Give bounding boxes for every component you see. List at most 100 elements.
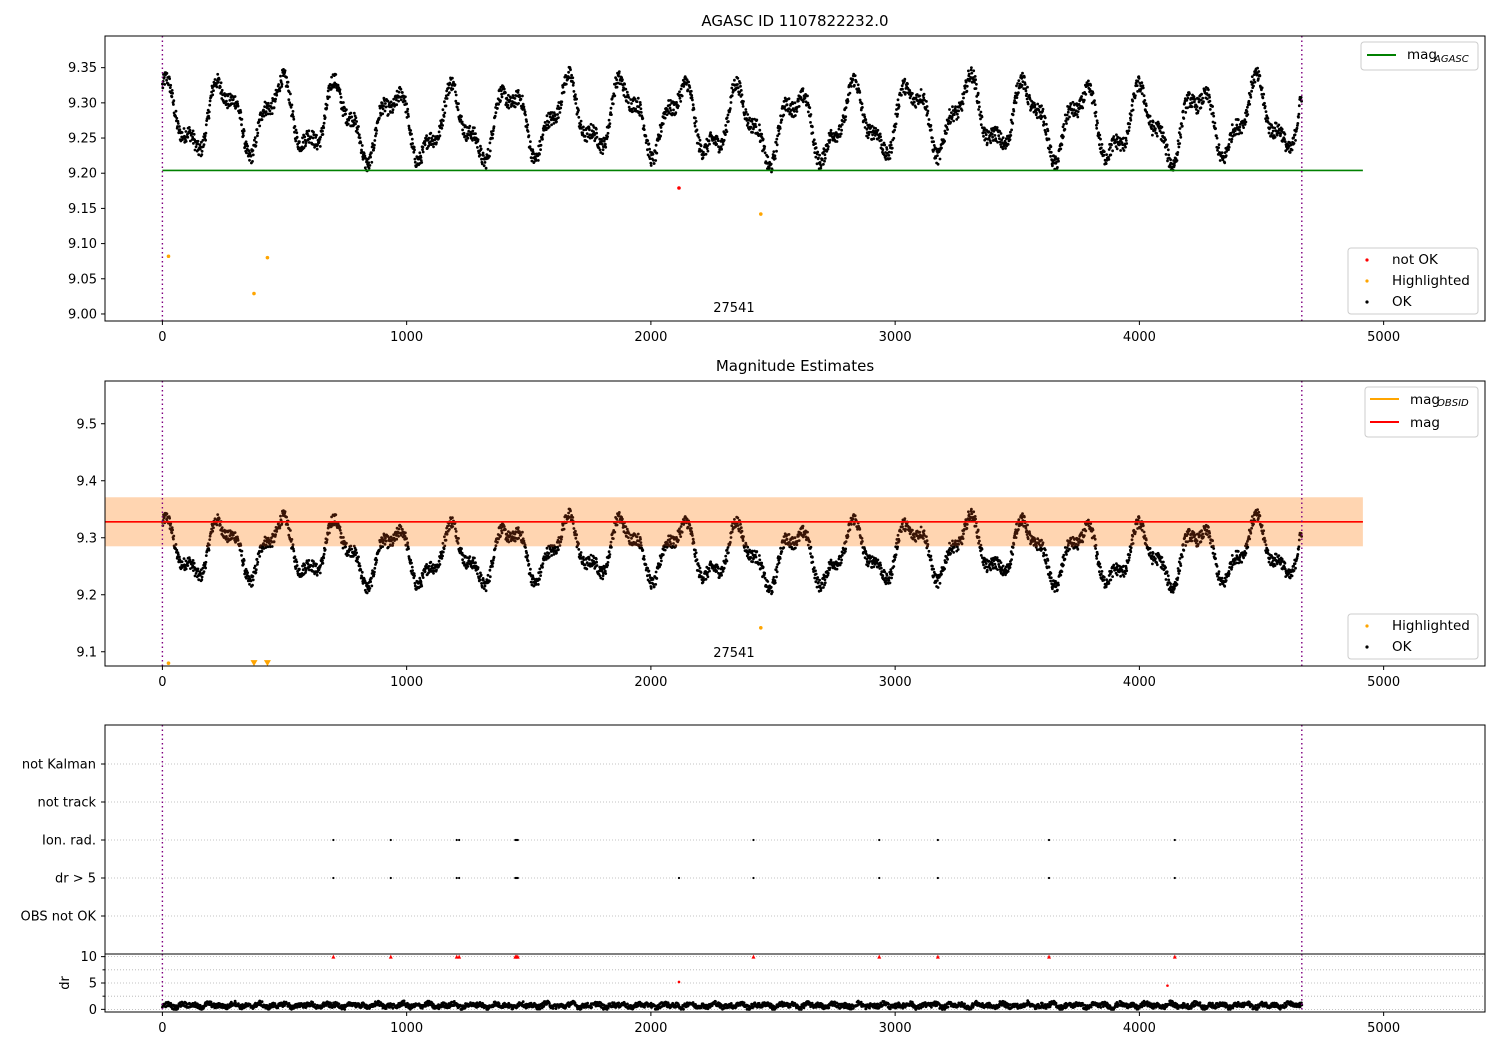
ok-point: [608, 556, 611, 559]
ok-point: [678, 90, 681, 93]
ok-point: [577, 116, 580, 119]
ok-point: [797, 100, 800, 103]
ok-point: [355, 549, 358, 552]
ok-point: [1066, 114, 1069, 117]
ok-point: [880, 567, 883, 570]
ok-point: [1098, 143, 1101, 146]
ok-point: [488, 580, 491, 583]
ok-point: [766, 155, 769, 158]
ok-point: [540, 571, 543, 574]
ok-point: [292, 110, 295, 113]
ok-point: [468, 125, 471, 128]
ok-point: [650, 587, 653, 590]
ok-point: [451, 88, 454, 91]
ok-point: [680, 525, 683, 528]
ok-point: [1296, 127, 1299, 130]
ok-point: [1050, 151, 1053, 154]
ok-point: [813, 566, 816, 569]
ok-point: [913, 101, 916, 104]
ok-point: [1128, 126, 1131, 129]
ok-point: [1277, 124, 1280, 127]
ok-point: [898, 105, 901, 108]
ok-point: [319, 572, 322, 575]
ok-point: [425, 134, 428, 137]
ok-point: [1284, 133, 1287, 136]
ok-point: [253, 139, 256, 142]
ok-point: [278, 90, 281, 93]
ok-point: [643, 558, 646, 561]
ok-point: [203, 143, 206, 146]
ok-point: [474, 561, 477, 564]
ok-point: [693, 108, 696, 111]
ok-point: [410, 133, 413, 136]
ok-point: [521, 531, 524, 534]
ok-point: [308, 559, 311, 562]
ok-point: [742, 535, 745, 538]
ok-point: [1190, 105, 1193, 108]
ok-point: [1057, 157, 1060, 160]
ok-point: [204, 567, 207, 570]
ok-point: [762, 566, 765, 569]
ok-point: [496, 541, 499, 544]
ok-point: [1281, 128, 1284, 131]
ok-point: [404, 531, 407, 534]
ok-point: [507, 104, 510, 107]
ok-point: [841, 554, 844, 557]
ok-point: [897, 98, 900, 101]
ok-point: [1228, 143, 1231, 146]
ok-point: [524, 114, 527, 117]
ok-point: [322, 126, 325, 129]
ok-point: [1145, 104, 1148, 107]
ok-point: [1214, 122, 1217, 125]
ok-point: [439, 134, 442, 137]
ok-point: [392, 108, 395, 111]
ok-point: [330, 76, 333, 79]
ok-point: [218, 517, 221, 520]
ok-point: [696, 558, 699, 561]
ok-point: [163, 76, 166, 79]
ok-point: [373, 139, 376, 142]
ok-point: [731, 94, 734, 97]
ok-point: [624, 525, 627, 528]
ok-point: [420, 581, 423, 584]
ok-point: [495, 544, 498, 547]
ok-point: [1275, 122, 1278, 125]
ok-point: [677, 539, 680, 542]
ok-point: [1204, 89, 1207, 92]
ok-point: [845, 540, 848, 543]
ok-point: [1257, 70, 1260, 73]
ok-point: [1264, 105, 1267, 108]
ok-point: [256, 134, 259, 137]
ok-point: [1269, 126, 1272, 129]
ok-point: [978, 101, 981, 104]
ok-point: [1188, 92, 1191, 95]
ok-point: [375, 559, 378, 562]
ok-point: [443, 112, 446, 115]
ok-point: [1294, 139, 1297, 142]
ok-point: [807, 111, 810, 114]
ok-point: [171, 529, 174, 532]
ok-point: [468, 555, 471, 558]
ok-point: [447, 87, 450, 90]
ok-point: [742, 105, 745, 108]
ok-point: [987, 130, 990, 133]
ok-point: [369, 164, 372, 167]
ok-point: [221, 526, 224, 529]
ok-point: [171, 532, 174, 535]
ok-point: [385, 106, 388, 109]
ok-point: [347, 554, 350, 557]
ok-point: [733, 518, 736, 521]
ok-point: [595, 561, 598, 564]
ok-point: [1209, 100, 1212, 103]
ok-point: [442, 551, 445, 554]
ok-point: [688, 86, 691, 89]
ok-point: [208, 544, 211, 547]
ok-point: [289, 529, 292, 532]
ok-point: [409, 129, 412, 132]
ok-point: [641, 549, 644, 552]
ok-point: [608, 125, 611, 128]
ok-point: [596, 136, 599, 139]
ok-point: [428, 565, 431, 568]
ok-point: [1045, 133, 1048, 136]
ok-point: [211, 93, 214, 96]
